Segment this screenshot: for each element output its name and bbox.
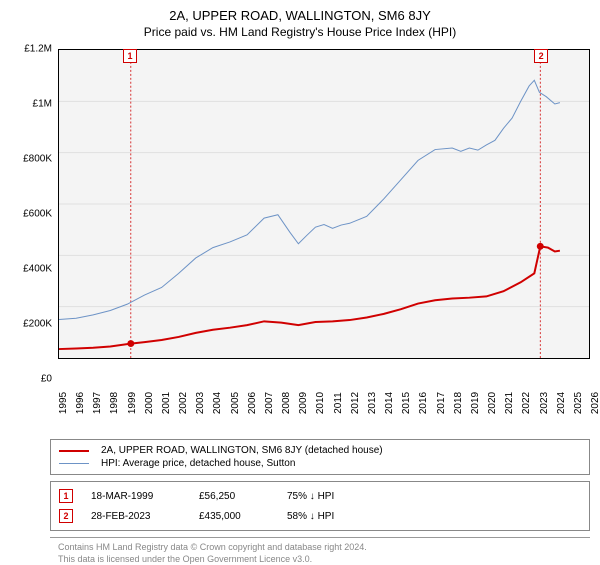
x-tick-label: 2022 [521, 392, 532, 414]
transaction-table: 1 18-MAR-1999 £56,250 75% ↓ HPI 2 28-FEB-2023… [50, 481, 590, 531]
transaction-date: 18-MAR-1999 [91, 491, 181, 502]
y-tick-label: £1.2M [24, 44, 52, 55]
footnote-line1: Contains HM Land Registry data © Crown c… [58, 542, 582, 554]
x-tick-label: 2021 [504, 392, 515, 414]
legend-swatch [59, 463, 89, 464]
x-tick-label: 2017 [436, 392, 447, 414]
x-tick-label: 1997 [92, 392, 103, 414]
x-tick-label: 2008 [281, 392, 292, 414]
x-tick-label: 1995 [58, 392, 69, 414]
legend-swatch [59, 450, 89, 452]
x-tick-label: 2010 [315, 392, 326, 414]
transaction-row: 1 18-MAR-1999 £56,250 75% ↓ HPI [59, 486, 581, 506]
transaction-row: 2 28-FEB-2023 £435,000 58% ↓ HPI [59, 506, 581, 526]
x-tick-label: 2020 [487, 392, 498, 414]
title-sub: Price paid vs. HM Land Registry's House … [6, 25, 594, 39]
plot-svg [59, 50, 589, 358]
footnote-line2: This data is licensed under the Open Gov… [58, 554, 582, 565]
x-tick-label: 2001 [161, 392, 172, 414]
chart-area: £0£200K£400K£600K£800K£1M£1.2M 199519961… [20, 49, 590, 379]
data-point-marker [127, 340, 134, 347]
transaction-price: £56,250 [199, 491, 269, 502]
x-tick-label: 2016 [418, 392, 429, 414]
x-tick-label: 1998 [109, 392, 120, 414]
x-tick-label: 2026 [590, 392, 600, 414]
x-tick-label: 2013 [367, 392, 378, 414]
annotation-marker: 2 [534, 49, 548, 63]
y-tick-label: £600K [23, 209, 52, 220]
legend-item: HPI: Average price, detached house, Sutt… [59, 457, 581, 470]
transaction-date: 28-FEB-2023 [91, 511, 181, 522]
x-tick-label: 2009 [298, 392, 309, 414]
transaction-price: £435,000 [199, 511, 269, 522]
x-tick-label: 2000 [144, 392, 155, 414]
data-point-marker [537, 243, 544, 250]
plot-area [58, 49, 590, 359]
x-tick-label: 2015 [401, 392, 412, 414]
x-axis: 1995 1996 1997 1998 1999 2000 2001 2002 2003 2004… [58, 361, 590, 425]
x-tick-label: 2014 [384, 392, 395, 414]
x-tick-label: 2003 [195, 392, 206, 414]
transaction-id-marker: 1 [59, 489, 73, 503]
y-tick-label: £800K [23, 154, 52, 165]
x-tick-label: 2019 [470, 392, 481, 414]
x-tick-label: 2006 [247, 392, 258, 414]
x-tick-label: 2023 [539, 392, 550, 414]
transaction-pct-vs-hpi: 75% ↓ HPI [287, 491, 377, 502]
y-tick-label: £400K [23, 264, 52, 275]
legend-label: 2A, UPPER ROAD, WALLINGTON, SM6 8JY (det… [101, 445, 383, 456]
y-tick-label: £0 [41, 374, 52, 385]
chart-container: 2A, UPPER ROAD, WALLINGTON, SM6 8JY Pric… [0, 0, 600, 560]
transaction-pct-vs-hpi: 58% ↓ HPI [287, 511, 377, 522]
y-tick-label: £1M [33, 99, 52, 110]
legend-label: HPI: Average price, detached house, Sutt… [101, 458, 295, 469]
y-tick-label: £200K [23, 319, 52, 330]
legend: 2A, UPPER ROAD, WALLINGTON, SM6 8JY (det… [50, 439, 590, 475]
x-tick-label: 2012 [350, 392, 361, 414]
x-tick-label: 2004 [212, 392, 223, 414]
x-tick-label: 2011 [333, 392, 344, 414]
x-tick-label: 1999 [127, 392, 138, 414]
legend-item: 2A, UPPER ROAD, WALLINGTON, SM6 8JY (det… [59, 444, 581, 457]
x-tick-label: 2002 [178, 392, 189, 414]
x-tick-label: 2005 [230, 392, 241, 414]
x-tick-label: 2007 [264, 392, 275, 414]
title-main: 2A, UPPER ROAD, WALLINGTON, SM6 8JY [6, 8, 594, 23]
y-axis: £0£200K£400K£600K£800K£1M£1.2M [20, 49, 56, 379]
series-price_paid [59, 246, 560, 349]
transaction-id-marker: 2 [59, 509, 73, 523]
series-hpi [59, 80, 560, 319]
footnote: Contains HM Land Registry data © Crown c… [50, 537, 590, 565]
x-tick-label: 2025 [573, 392, 584, 414]
x-tick-label: 2018 [453, 392, 464, 414]
annotation-marker: 1 [123, 49, 137, 63]
x-tick-label: 1996 [75, 392, 86, 414]
x-tick-label: 2024 [556, 392, 567, 414]
